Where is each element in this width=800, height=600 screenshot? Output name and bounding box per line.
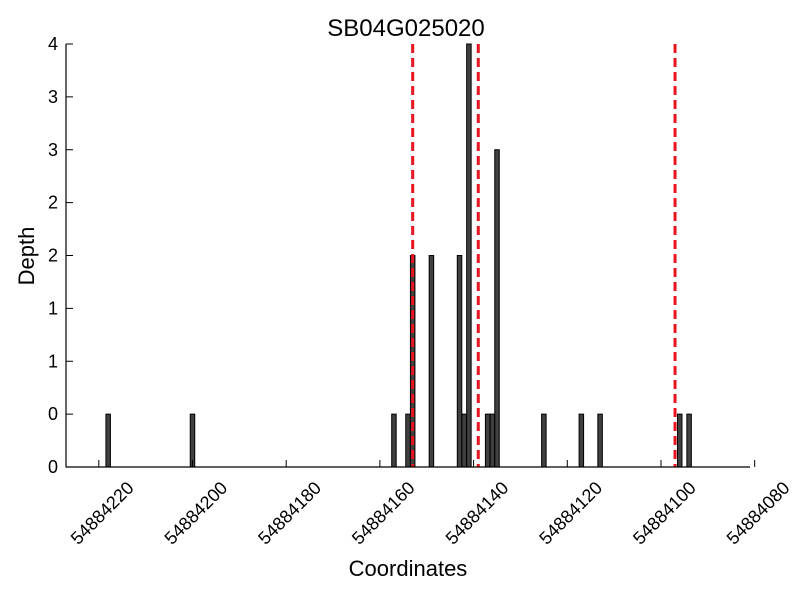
bar xyxy=(405,413,411,468)
bar xyxy=(456,255,463,468)
y-tick-label: 4 xyxy=(48,34,58,54)
x-tick-label: 54884080 xyxy=(723,478,794,549)
bar xyxy=(466,43,472,468)
y-tick-label: 3 xyxy=(48,87,58,107)
x-tick-label: 54884120 xyxy=(535,478,606,549)
y-tick-label: 0 xyxy=(48,404,58,424)
y-tick-label: 0 xyxy=(48,457,58,477)
bar xyxy=(597,413,603,468)
bar xyxy=(461,413,467,468)
x-tick-label: 54884160 xyxy=(348,478,419,549)
chart-title: SB04G025020 xyxy=(327,15,484,42)
bars-layer xyxy=(105,43,692,468)
y-tick-label: 3 xyxy=(48,140,58,160)
y-tick-label: 1 xyxy=(48,351,58,371)
axes-layer: 0 0 1 1 2 2 3 3 4 54884220 54884200 54884180 5488416… xyxy=(48,34,794,548)
bar xyxy=(578,413,585,468)
x-tick-label: 54884100 xyxy=(629,478,700,549)
bar xyxy=(189,413,196,468)
y-tick-label: 2 xyxy=(48,246,58,266)
bar xyxy=(484,413,491,468)
y-tick-label: 1 xyxy=(48,298,58,318)
x-tick-label: 54884220 xyxy=(67,478,138,549)
x-tick-label: 54884200 xyxy=(161,478,232,549)
bar xyxy=(105,413,111,468)
y-tick-label: 2 xyxy=(48,193,58,213)
bar xyxy=(489,413,496,468)
bar xyxy=(686,413,692,468)
x-axis-title: Coordinates xyxy=(349,556,468,581)
x-tick-label: 54884140 xyxy=(442,478,513,549)
bar xyxy=(391,413,397,468)
marker-lines-layer xyxy=(411,44,677,467)
bar xyxy=(428,255,435,468)
bar xyxy=(676,413,683,468)
bar xyxy=(541,413,547,468)
bar xyxy=(494,149,500,468)
y-axis-title: Depth xyxy=(14,227,39,286)
x-tick-label: 54884180 xyxy=(254,478,325,549)
